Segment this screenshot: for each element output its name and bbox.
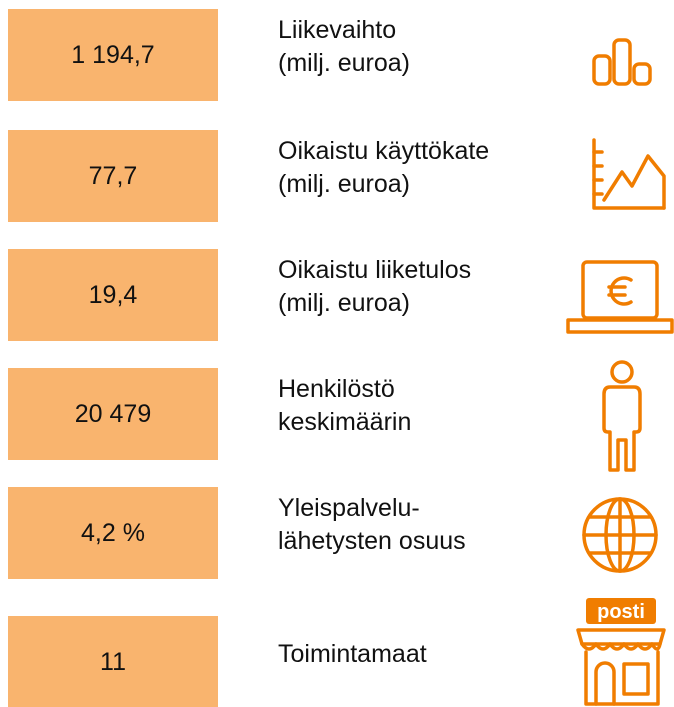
label-line: Henkilöstö	[278, 375, 395, 403]
value-box: 11	[8, 616, 218, 707]
person-icon	[602, 360, 642, 472]
label: Oikaistu käyttökate (milj. euroa)	[278, 122, 568, 214]
label: Toimintamaat	[278, 608, 568, 700]
value-box: 19,4	[8, 249, 218, 341]
label: Henkilöstö keskimäärin	[278, 360, 568, 452]
shop-sign: posti	[597, 601, 645, 623]
value: 77,7	[88, 161, 138, 190]
label-line: Oikaistu liiketulos	[278, 256, 472, 284]
value: 19,4	[88, 280, 138, 309]
laptop-euro-icon	[566, 260, 674, 334]
label-line: (milj. euroa)	[278, 49, 410, 77]
label: Oikaistu liiketulos (milj. euroa)	[278, 241, 568, 333]
bar-chart-icon	[592, 38, 652, 86]
shop-icon: posti	[576, 598, 666, 706]
label-line: Oikaistu käyttökate	[278, 137, 490, 165]
label-line: Liikevaihto	[278, 16, 397, 44]
label: Yleispalvelu-lähetysten osuus	[278, 479, 568, 571]
value: 1 194,7	[71, 40, 155, 69]
value-box: 77,7	[8, 130, 218, 222]
label-line: Yleispalvelu-	[278, 494, 420, 522]
label-line: (milj. euroa)	[278, 289, 410, 317]
value: 4,2 %	[81, 518, 145, 547]
value-box: 4,2 %	[8, 487, 218, 579]
value: 20 479	[74, 399, 152, 428]
label-line: keskimäärin	[278, 408, 412, 436]
label-line: lähetysten osuus	[278, 527, 466, 555]
label-line: Toimintamaat	[278, 639, 427, 668]
line-chart-icon	[592, 138, 666, 210]
globe-icon	[582, 497, 658, 573]
value-box: 20 479	[8, 368, 218, 460]
value: 11	[100, 647, 126, 676]
label: Liikevaihto (milj. euroa)	[278, 1, 568, 93]
value-box: 1 194,7	[8, 9, 218, 101]
label-line: (milj. euroa)	[278, 170, 410, 198]
